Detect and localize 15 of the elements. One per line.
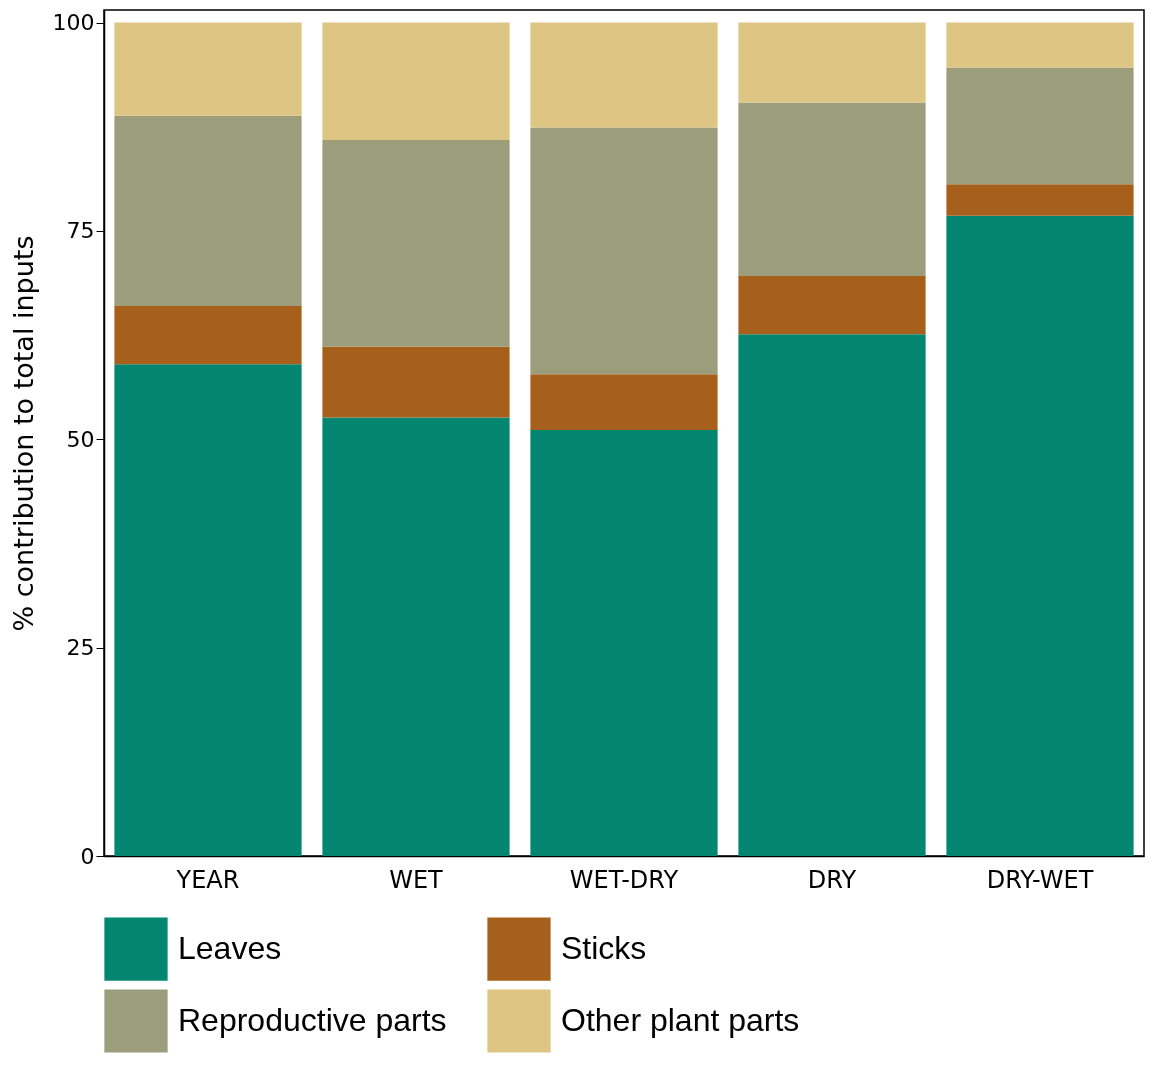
legend-label: Leaves [178, 930, 282, 967]
y-tick-label: 100 [52, 10, 95, 35]
y-tick-label: 50 [66, 426, 95, 452]
x-tick-label: WET-DRY [569, 865, 679, 894]
x-tick-label: DRY [807, 865, 857, 894]
y-tick-label: 0 [80, 843, 95, 869]
y-axis-title: % contribution to total inputs [7, 235, 39, 632]
y-tick-label: 75 [66, 218, 95, 244]
y-tick-label: 25 [66, 635, 95, 661]
legend-label: Reproductive parts [178, 1002, 447, 1038]
x-tick-label: YEAR [175, 865, 240, 894]
legend-label: Other plant parts [561, 1002, 800, 1038]
legend-label: Sticks [561, 930, 647, 967]
x-tick-label: DRY-WET [986, 865, 1094, 894]
x-tick-label: WET [389, 865, 444, 894]
